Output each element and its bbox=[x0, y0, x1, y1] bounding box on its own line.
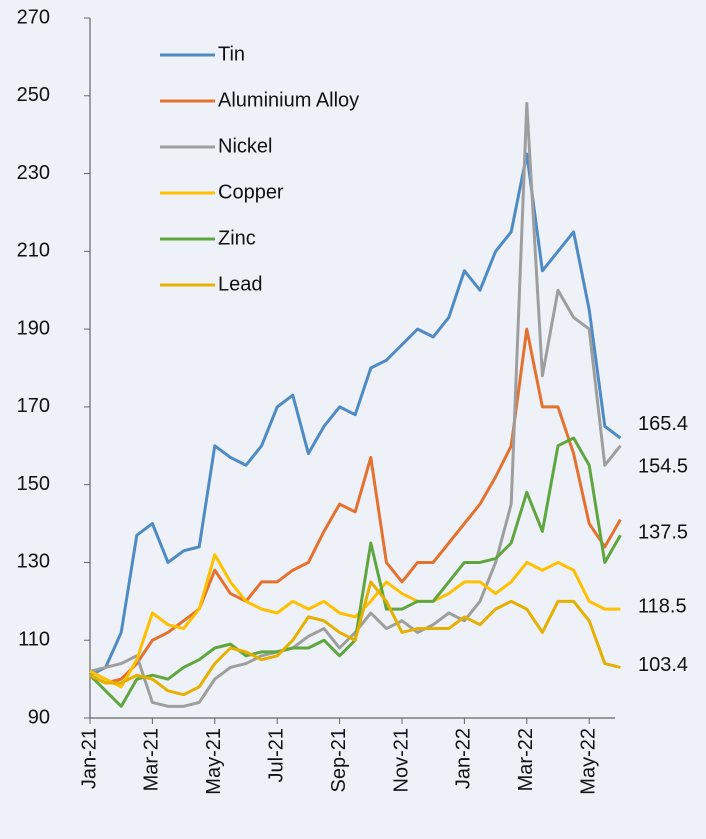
end-label: 103.4 bbox=[638, 654, 688, 676]
end-label: 154.5 bbox=[638, 455, 688, 477]
y-tick-label: 230 bbox=[17, 162, 50, 184]
y-tick-label: 90 bbox=[28, 706, 50, 728]
x-tick-label: Sep-21 bbox=[328, 728, 350, 793]
x-tick-label: May-21 bbox=[203, 728, 225, 795]
legend-label: Tin bbox=[218, 43, 245, 65]
y-tick-label: 150 bbox=[17, 473, 50, 495]
legend-label: Copper bbox=[218, 181, 284, 203]
legend-label: Nickel bbox=[218, 135, 272, 157]
y-tick-label: 190 bbox=[17, 317, 50, 339]
x-tick-label: Nov-21 bbox=[390, 728, 412, 792]
series-line bbox=[89, 553, 621, 689]
x-tick-label: Jul-21 bbox=[265, 728, 287, 782]
legend-label: Aluminium Alloy bbox=[218, 89, 359, 111]
y-tick-label: 250 bbox=[17, 84, 50, 106]
y-tick-label: 130 bbox=[17, 551, 50, 573]
y-tick-label: 210 bbox=[17, 240, 50, 262]
legend-label: Zinc bbox=[218, 227, 256, 249]
x-tick-label: Mar-22 bbox=[515, 728, 537, 791]
x-tick-label: Mar-21 bbox=[141, 728, 163, 791]
series-line bbox=[89, 580, 621, 697]
x-tick-label: Jan-22 bbox=[453, 728, 475, 789]
y-tick-label: 110 bbox=[18, 629, 50, 651]
y-tick-label: 270 bbox=[17, 6, 50, 28]
end-label: 165.4 bbox=[638, 413, 688, 435]
legend-label: Lead bbox=[218, 273, 263, 295]
end-label: 118.5 bbox=[638, 595, 687, 617]
series-line bbox=[89, 327, 622, 685]
x-tick-label: Jan-21 bbox=[78, 728, 100, 789]
x-tick-label: May-22 bbox=[577, 728, 599, 795]
end-label: 137.5 bbox=[638, 522, 688, 544]
y-tick-label: 170 bbox=[17, 395, 50, 417]
